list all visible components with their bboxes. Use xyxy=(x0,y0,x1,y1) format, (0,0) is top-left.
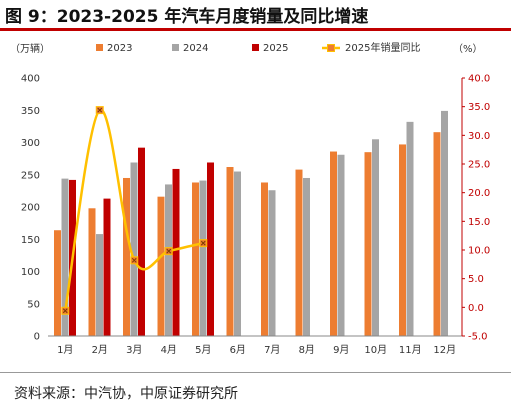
bar-2024-6月 xyxy=(234,171,241,336)
bar-2025-3月 xyxy=(138,147,145,336)
source-note: 资料来源：中汽协，中原证券研究所 xyxy=(14,386,238,402)
bar-2024-12月 xyxy=(441,110,448,337)
bar-2024-10月 xyxy=(372,139,379,336)
legend-label-yoy: 2025年销量同比 xyxy=(345,41,420,54)
right-tick-label: 15.0 xyxy=(468,217,490,228)
yoy-marker-cross xyxy=(166,248,172,254)
x-tick-label: 11月 xyxy=(399,344,422,356)
bar-2024-1月 xyxy=(61,178,69,336)
right-tick-label: 10.0 xyxy=(468,246,490,257)
x-tick-label: 4月 xyxy=(161,344,177,356)
bar-2023-3月 xyxy=(123,177,130,336)
left-axis-unit: （万辆） xyxy=(10,42,50,55)
legend-swatch-2023 xyxy=(96,44,103,51)
bar-2023-8月 xyxy=(295,169,303,336)
yoy-line xyxy=(61,106,208,315)
sales-chart: （万辆） （%） 2023 2024 2025 2025年销量同比 0 50 100 150… xyxy=(10,41,490,356)
legend-label-2024: 2024 xyxy=(183,43,208,54)
bar-2023-2月 xyxy=(88,208,96,336)
x-tick-label: 3月 xyxy=(126,344,142,356)
legend-swatch-2024 xyxy=(172,44,179,51)
legend-label-2025: 2025 xyxy=(263,43,288,54)
left-tick-label: 150 xyxy=(21,235,40,246)
right-tick-label: 5.0 xyxy=(468,274,484,285)
x-tick-label: 7月 xyxy=(264,344,280,356)
x-tick-label: 9月 xyxy=(333,344,349,356)
left-tick-label: 50 xyxy=(27,299,40,310)
bar-2024-2月 xyxy=(96,234,103,336)
bar-2024-7月 xyxy=(268,190,276,336)
bar-2023-1月 xyxy=(54,230,61,336)
x-tick-label: 2月 xyxy=(92,344,108,356)
page-title: 图 9：2023-2025 年汽车月度销量及同比增速 xyxy=(5,7,369,27)
x-tick-label: 8月 xyxy=(299,344,315,356)
legend: 2023 2024 2025 2025年销量同比 xyxy=(96,41,420,54)
right-tick-label: -5.0 xyxy=(468,332,488,343)
right-axis-ticks: -5.0 0.0 5.0 10.0 15.0 20.0 25.0 30.0 35.0 40.0 xyxy=(462,74,490,343)
bar-2023-10月 xyxy=(364,152,372,336)
left-tick-label: 250 xyxy=(21,170,40,181)
yoy-marker-cross xyxy=(97,107,103,113)
legend-line-marker xyxy=(327,44,335,52)
left-tick-label: 400 xyxy=(21,74,40,85)
x-axis-ticks: 1月 2月 3月 4月 5月 6月 7月 8月 9月 10月 11月 12月 xyxy=(57,344,456,356)
x-tick-label: 1月 xyxy=(57,344,73,356)
yoy-point xyxy=(130,256,139,265)
yoy-point xyxy=(61,306,70,315)
source-divider xyxy=(0,372,511,373)
right-tick-label: 30.0 xyxy=(468,131,490,142)
bar-2023-5月 xyxy=(192,182,199,336)
left-tick-label: 100 xyxy=(21,267,40,278)
left-tick-label: 300 xyxy=(21,138,40,149)
x-tick-label: 6月 xyxy=(230,344,246,356)
bar-2024-4月 xyxy=(165,184,172,336)
x-tick-label: 12月 xyxy=(433,344,456,356)
yoy-point xyxy=(164,247,173,256)
bar-2023-4月 xyxy=(157,196,165,336)
left-axis-ticks: 0 50 100 150 200 250 300 350 400 xyxy=(21,74,40,343)
bar-2025-4月 xyxy=(172,168,180,336)
right-tick-label: 20.0 xyxy=(468,188,490,199)
bar-2023-11月 xyxy=(399,144,406,336)
left-tick-label: 0 xyxy=(34,332,40,343)
bar-2023-6月 xyxy=(226,167,234,336)
bar-2024-11月 xyxy=(406,121,414,336)
bar-2023-12月 xyxy=(433,132,441,336)
legend-label-2023: 2023 xyxy=(107,43,132,54)
bar-2024-9月 xyxy=(337,154,345,336)
bar-2023-9月 xyxy=(330,151,337,336)
yoy-marker-cross xyxy=(62,308,68,314)
right-tick-label: 25.0 xyxy=(468,160,490,171)
x-tick-label: 10月 xyxy=(364,344,387,356)
legend-swatch-2025 xyxy=(252,44,259,51)
right-axis-unit: （%） xyxy=(453,43,483,55)
title-divider xyxy=(0,28,511,31)
right-tick-label: 0.0 xyxy=(468,303,484,314)
left-tick-label: 200 xyxy=(21,203,40,214)
bar-2023-7月 xyxy=(261,182,268,336)
bar-2025-5月 xyxy=(207,162,214,336)
bar-2025-2月 xyxy=(103,198,111,336)
left-tick-label: 350 xyxy=(21,106,40,117)
right-tick-label: 35.0 xyxy=(468,102,490,113)
yoy-point xyxy=(95,106,104,115)
bar-2024-8月 xyxy=(303,177,310,336)
bar-2024-3月 xyxy=(130,162,138,336)
x-tick-label: 5月 xyxy=(195,344,211,356)
yoy-marker-cross xyxy=(200,240,206,246)
bar-2024-5月 xyxy=(199,180,207,336)
yoy-marker-cross xyxy=(131,257,137,263)
right-tick-label: 40.0 xyxy=(468,74,490,85)
yoy-point xyxy=(199,239,208,248)
